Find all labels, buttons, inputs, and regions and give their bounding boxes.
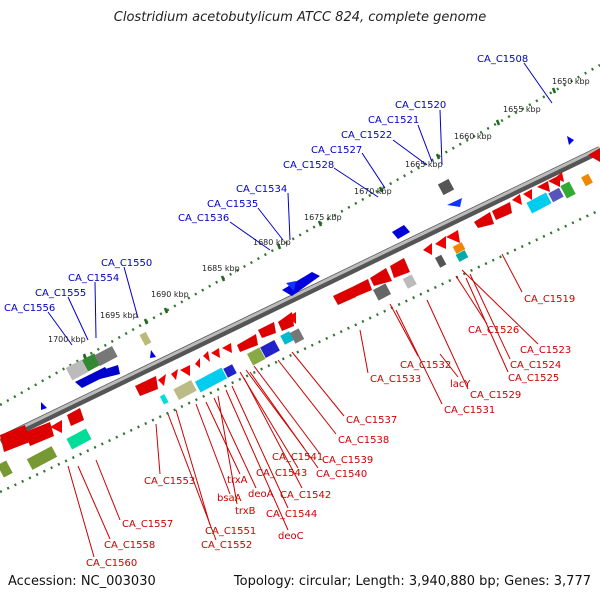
upper-scale-ticks <box>82 87 557 360</box>
gene-label: CA_C1552 <box>201 540 252 551</box>
scale-label: 1695 kbp <box>100 311 138 320</box>
gene-label: CA_C1539 <box>322 455 373 466</box>
scale-label: 1675 kbp <box>304 213 342 222</box>
gene-label: CA_C1556 <box>4 303 55 314</box>
gene-label: CA_C1544 <box>266 509 317 520</box>
scale-label: 1680 kbp <box>253 238 291 247</box>
genome-summary-text: Topology: circular; Length: 3,940,880 bp… <box>233 574 591 589</box>
gene-label: CA_C1508 <box>477 54 528 65</box>
gene-label: CA_C1551 <box>205 526 256 537</box>
gene-label: CA_C1542 <box>280 490 331 501</box>
gene-label: CA_C1554 <box>68 273 119 284</box>
gene-label: trxA <box>227 475 248 486</box>
lower-gene-labels: CA_C1519 CA_C1526 CA_C1523 CA_C1524 CA_C… <box>86 294 575 569</box>
gene-label: CA_C1555 <box>35 288 86 299</box>
gene-label: CA_C1523 <box>520 345 571 356</box>
scale-label: 1700 kbp <box>48 335 86 344</box>
gene-label: CA_C1560 <box>86 558 137 569</box>
scale-label: 1670 kbp <box>354 187 392 196</box>
genome-backbone <box>0 146 600 444</box>
genome-title: Clostridium acetobutylicum ATCC 824, com… <box>113 10 487 25</box>
gene-label: CA_C1531 <box>444 405 495 416</box>
gene-label: CA_C1543 <box>256 468 307 479</box>
upper-scale-track <box>0 63 600 407</box>
gene-label: CA_C1541 <box>272 452 323 463</box>
scale-label: 1660 kbp <box>454 132 492 141</box>
gene-label: CA_C1528 <box>283 160 334 171</box>
scale-label: 1690 kbp <box>151 290 189 299</box>
gene-label: CA_C1526 <box>468 325 519 336</box>
gene-label: CA_C1534 <box>236 184 287 195</box>
gene-label: CA_C1527 <box>311 145 362 156</box>
gene-label: CA_C1557 <box>122 519 173 530</box>
gene-label: CA_C1538 <box>338 435 389 446</box>
scale-label: 1650 kbp <box>552 77 590 86</box>
scale-label: 1685 kbp <box>202 264 240 273</box>
gene-label: CA_C1520 <box>395 100 446 111</box>
gene-label: CA_C1521 <box>368 115 419 126</box>
gene-label: CA_C1524 <box>510 360 561 371</box>
upper-gene-labels: CA_C1508 CA_C1520 CA_C1521 CA_C1522 CA_C… <box>4 54 528 314</box>
forward-genes <box>41 136 574 410</box>
gene-label: CA_C1529 <box>470 390 521 401</box>
gene-label: CA_C1536 <box>178 213 229 224</box>
gene-label: CA_C1533 <box>370 374 421 385</box>
gene-label: lacY <box>450 379 471 390</box>
reverse-genes <box>0 148 600 478</box>
gene-label: deoA <box>248 489 274 500</box>
gene-label: CA_C1540 <box>316 469 367 480</box>
gene-label: bsaA <box>217 493 242 504</box>
gene-label: trxB <box>235 506 256 517</box>
gene-label: CA_C1553 <box>144 476 195 487</box>
scale-labels: 1650 kbp 1655 kbp 1660 kbp 1665 kbp 1670… <box>48 77 590 344</box>
lower-leader-lines <box>67 253 539 558</box>
gene-label: CA_C1522 <box>341 130 392 141</box>
gene-label: CA_C1550 <box>101 258 152 269</box>
gene-label: CA_C1558 <box>104 540 155 551</box>
upper-leader-lines <box>47 62 553 346</box>
lower-scale-track <box>0 208 600 494</box>
scale-label: 1665 kbp <box>405 160 443 169</box>
gene-label: CA_C1535 <box>207 199 258 210</box>
accession-text: Accession: NC_003030 <box>8 574 156 589</box>
gene-label: CA_C1525 <box>508 373 559 384</box>
scale-label: 1655 kbp <box>503 105 541 114</box>
gene-label: CA_C1532 <box>400 360 451 371</box>
gene-label: CA_C1519 <box>524 294 575 305</box>
gene-label: CA_C1537 <box>346 415 397 426</box>
gene-label: deoC <box>278 531 304 542</box>
